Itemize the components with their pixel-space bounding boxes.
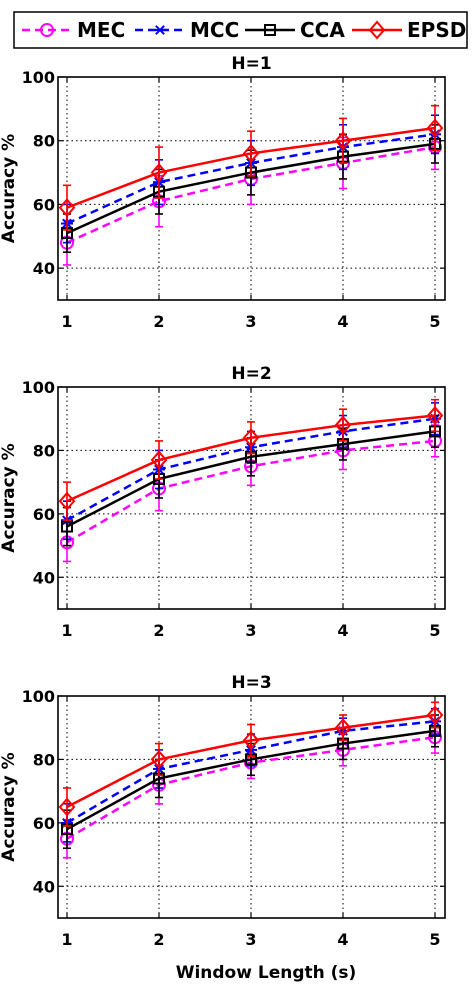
data-point-diamond-icon xyxy=(334,718,352,738)
axes-frame xyxy=(57,695,446,919)
x-tick-label: 1 xyxy=(61,621,72,640)
data-point-diamond-icon xyxy=(334,131,352,151)
x-tick-label: 4 xyxy=(337,930,348,949)
data-point-square-icon xyxy=(61,520,73,533)
series-line xyxy=(66,414,436,503)
y-axis-label: Accuracy % xyxy=(0,134,19,243)
data-point-diamond-icon xyxy=(58,491,76,511)
data-point-diamond-icon xyxy=(150,163,168,183)
x-tick-label: 1 xyxy=(61,312,72,331)
series-line xyxy=(66,430,436,528)
data-point-diamond-icon xyxy=(426,705,444,725)
panel-3: H=3 Accuracy % 40 60 80 100 1 2 3 4 5 xyxy=(0,673,446,949)
series-line xyxy=(66,729,436,831)
axes-frame xyxy=(57,386,446,610)
y-axis-label: Accuracy % xyxy=(0,443,19,552)
error-bar xyxy=(431,104,439,152)
series-line xyxy=(66,713,436,809)
data-point-diamond-icon xyxy=(334,415,352,435)
series-line xyxy=(66,133,436,225)
x-tick-label: 3 xyxy=(245,621,256,640)
data-point-diamond-icon xyxy=(58,797,76,817)
legend-marker-diamond-icon xyxy=(368,20,386,40)
x-tick-label: 2 xyxy=(153,312,164,331)
legend-entry-mcc: MCC xyxy=(135,18,239,42)
x-tick-label: 2 xyxy=(153,930,164,949)
x-tick-label: 4 xyxy=(337,312,348,331)
y-tick-label: 80 xyxy=(33,132,55,151)
panel-title: H=3 xyxy=(231,673,271,693)
legend-label: MCC xyxy=(190,18,239,42)
y-tick-label: 100 xyxy=(22,68,55,87)
x-tick-label: 5 xyxy=(429,621,440,640)
y-axis-label: Accuracy % xyxy=(0,752,19,861)
y-tick-label: 100 xyxy=(22,378,55,397)
panel-title: H=1 xyxy=(231,54,271,74)
data-point-diamond-icon xyxy=(150,749,168,769)
data-point-diamond-icon xyxy=(58,198,76,218)
series-epsd xyxy=(58,701,444,827)
data-point-diamond-icon xyxy=(242,428,260,448)
panel-title: H=2 xyxy=(231,364,271,384)
legend-label: CCA xyxy=(300,18,345,42)
y-tick-label: 40 xyxy=(33,568,55,587)
x-tick-label: 5 xyxy=(429,312,440,331)
x-tick-label: 5 xyxy=(429,930,440,949)
x-tick-label: 2 xyxy=(153,621,164,640)
y-tick-label: 60 xyxy=(33,814,55,833)
y-tick-label: 80 xyxy=(33,750,55,769)
data-point-diamond-icon xyxy=(150,450,168,470)
axes-frame xyxy=(57,76,446,301)
data-point-diamond-icon xyxy=(426,406,444,426)
legend-marker-circle-icon xyxy=(40,23,54,37)
series-epsd xyxy=(58,104,444,231)
legend: MEC MCC CCA EPSD xyxy=(13,11,468,49)
panel-2: H=2 Accuracy % 40 60 80 100 1 2 3 4 5 xyxy=(0,364,446,640)
x-tick-label: 1 xyxy=(61,930,72,949)
x-tick-label: 3 xyxy=(245,930,256,949)
x-tick-label: 3 xyxy=(245,312,256,331)
legend-marker-asterisk-icon xyxy=(154,25,166,35)
panels: H=1 Accuracy % 40 60 80 100 1 2 3 4 5 H=2 Accuracy %… xyxy=(0,54,446,949)
panel-1: H=1 Accuracy % 40 60 80 100 1 2 3 4 5 xyxy=(0,54,446,331)
data-point-diamond-icon xyxy=(242,143,260,163)
x-axis-label: Window Length (s) xyxy=(176,963,357,983)
y-tick-label: 100 xyxy=(22,687,55,706)
y-tick-label: 60 xyxy=(33,195,55,214)
y-tick-label: 40 xyxy=(33,877,55,896)
data-point-diamond-icon xyxy=(426,118,444,138)
data-point-diamond-icon xyxy=(242,730,260,750)
y-tick-label: 80 xyxy=(33,441,55,460)
legend-entry-epsd: EPSD xyxy=(352,18,466,42)
x-tick-label: 4 xyxy=(337,621,348,640)
series-epsd xyxy=(58,398,444,522)
legend-label: EPSD xyxy=(407,18,466,42)
error-bar xyxy=(63,481,71,522)
legend-label: MEC xyxy=(77,18,125,42)
y-tick-label: 40 xyxy=(33,259,55,278)
legend-entry-cca: CCA xyxy=(245,18,345,42)
series-line xyxy=(66,126,436,209)
y-tick-label: 60 xyxy=(33,505,55,524)
legend-entry-mec: MEC xyxy=(22,18,125,42)
legend-marker-square-icon xyxy=(264,24,276,36)
